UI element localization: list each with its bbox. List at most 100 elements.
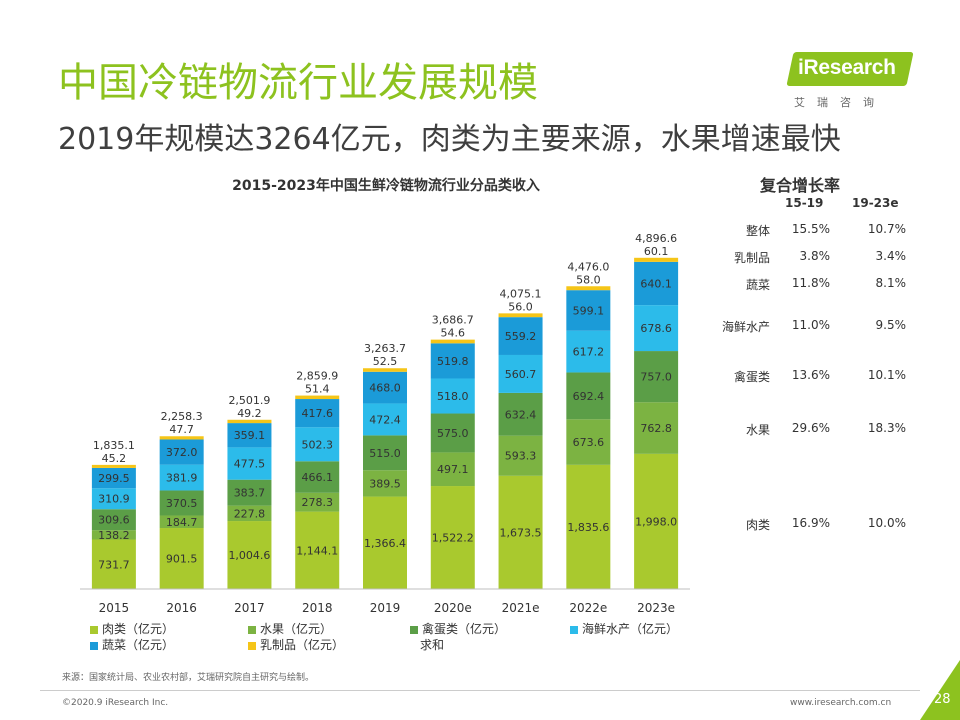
bar-segment: [634, 453, 679, 589]
growth-row-label: 禽蛋类: [733, 370, 770, 384]
growth-period-1: 15-19: [785, 196, 824, 210]
growth-value-19-23e: 3.4%: [875, 249, 907, 263]
bar-segment: [227, 479, 272, 506]
bar-segment: [498, 392, 543, 436]
bar-segment: [634, 351, 679, 403]
bar-value-label: 519.8: [437, 355, 469, 368]
bar-value-label: 477.5: [234, 458, 266, 471]
bar-segment: [227, 423, 272, 448]
growth-row-label: 乳制品: [733, 251, 770, 265]
bar-value-label: 472.4: [369, 413, 401, 426]
legend-swatch: [570, 625, 578, 634]
bar-segment: [159, 464, 204, 491]
bar-value-label: 56.0: [508, 300, 533, 313]
legend-label: 水果（亿元）: [260, 622, 333, 636]
bar-segment: [227, 447, 272, 480]
bar-segment: [227, 521, 272, 589]
bar-segment: [363, 496, 407, 589]
bar-value-label: 632.4: [505, 408, 537, 421]
bar-value-label: 383.7: [234, 487, 266, 500]
bar-segment: [159, 436, 204, 440]
bar-value-label: 60.1: [644, 245, 669, 258]
bar-value-label: 1,835.6: [567, 521, 609, 534]
growth-value-19-23e: 10.1%: [867, 368, 906, 382]
legend-item: 海鲜水产（亿元）: [570, 620, 678, 637]
bar-value-label: 51.4: [305, 383, 330, 396]
bar-value-label: 227.8: [234, 507, 266, 520]
x-tick-label: 2023e: [637, 601, 675, 615]
bar-segment: [498, 317, 543, 355]
bar-value-label: 1,004.6: [228, 549, 270, 562]
bar-value-label: 138.2: [98, 529, 130, 542]
growth-value-15-19: 13.6%: [791, 368, 830, 382]
bar-segment: [566, 290, 611, 331]
bar-value-label: 299.5: [98, 472, 130, 485]
growth-row-label: 水果: [745, 423, 770, 437]
bar-segment: [566, 286, 611, 291]
growth-row-label: 肉类: [745, 518, 770, 532]
bar-value-label: 466.1: [301, 471, 333, 484]
logo-text: iResearch: [798, 56, 896, 79]
x-tick-label: 2022e: [569, 601, 607, 615]
bar-value-label: 309.6: [98, 514, 130, 527]
bar-value-label: 617.2: [573, 346, 605, 359]
legend-swatch: [90, 625, 98, 634]
bar-segment: [159, 515, 204, 529]
legend-swatch: [90, 641, 98, 650]
legend-label: 海鲜水产（亿元）: [582, 622, 679, 636]
bar-value-label: 599.1: [573, 304, 605, 317]
bar-value-label: 1,144.1: [296, 544, 338, 557]
growth-value-15-19: 3.8%: [799, 249, 831, 263]
bar-value-label: 184.7: [166, 516, 198, 529]
legend-item: 乳制品（亿元）: [248, 636, 344, 653]
bar-segment: [159, 490, 204, 516]
growth-value-15-19: 16.9%: [791, 516, 830, 530]
page-number: 28: [934, 692, 951, 707]
bar-segment: [634, 402, 679, 454]
bar-segment: [430, 343, 475, 379]
bar-total-label: 4,476.0: [567, 260, 609, 273]
bar-value-label: 575.0: [437, 427, 469, 440]
growth-value-15-19: 11.8%: [791, 276, 830, 290]
bar-segment: [430, 452, 475, 487]
bar-segment: [159, 439, 204, 465]
bar-value-label: 640.1: [640, 278, 672, 291]
bar-segment: [430, 413, 475, 453]
legend-item: 水果（亿元）: [248, 620, 332, 637]
bar-value-label: 47.7: [169, 423, 194, 436]
bar-value-label: 468.0: [369, 382, 401, 395]
bar-value-label: 497.1: [437, 463, 469, 476]
bar-segment: [430, 486, 475, 589]
x-tick-label: 2020e: [434, 601, 472, 615]
legend-item: 禽蛋类（亿元）: [410, 620, 506, 637]
bar-segment: [566, 419, 611, 465]
bar-value-label: 692.4: [573, 390, 605, 403]
bar-segment: [498, 435, 543, 476]
legend-label: 乳制品（亿元）: [260, 638, 345, 652]
bar-segment: [295, 395, 340, 400]
bar-segment: [430, 339, 475, 344]
growth-row-label: 整体: [745, 224, 770, 238]
bar-total-label: 3,263.7: [364, 342, 406, 355]
copyright: ©2020.9 iResearch Inc.: [62, 698, 169, 708]
bar-segment: [159, 528, 204, 589]
legend-item-sum: 求和: [420, 638, 445, 652]
bar-segment: [227, 505, 272, 522]
corner-decoration: [920, 660, 960, 720]
bar-value-label: 762.8: [640, 422, 672, 435]
bar-segment: [295, 461, 340, 493]
bar-segment: [91, 467, 136, 489]
growth-title: 复合增长率: [760, 176, 841, 195]
growth-value-15-19: 29.6%: [791, 421, 830, 435]
bar-value-label: 54.6: [441, 327, 466, 340]
bar-segment: [634, 305, 679, 352]
growth-value-19-23e: 9.5%: [875, 318, 907, 332]
bar-value-label: 593.3: [505, 450, 537, 463]
logo-subtext: 艾瑞咨询: [794, 96, 886, 109]
bar-segment: [498, 313, 543, 318]
bar-segment: [634, 257, 679, 262]
bar-value-label: 1,673.5: [500, 526, 542, 539]
bar-segment: [566, 330, 611, 373]
footer-divider: [40, 690, 920, 691]
growth-value-19-23e: 10.0%: [867, 516, 906, 530]
